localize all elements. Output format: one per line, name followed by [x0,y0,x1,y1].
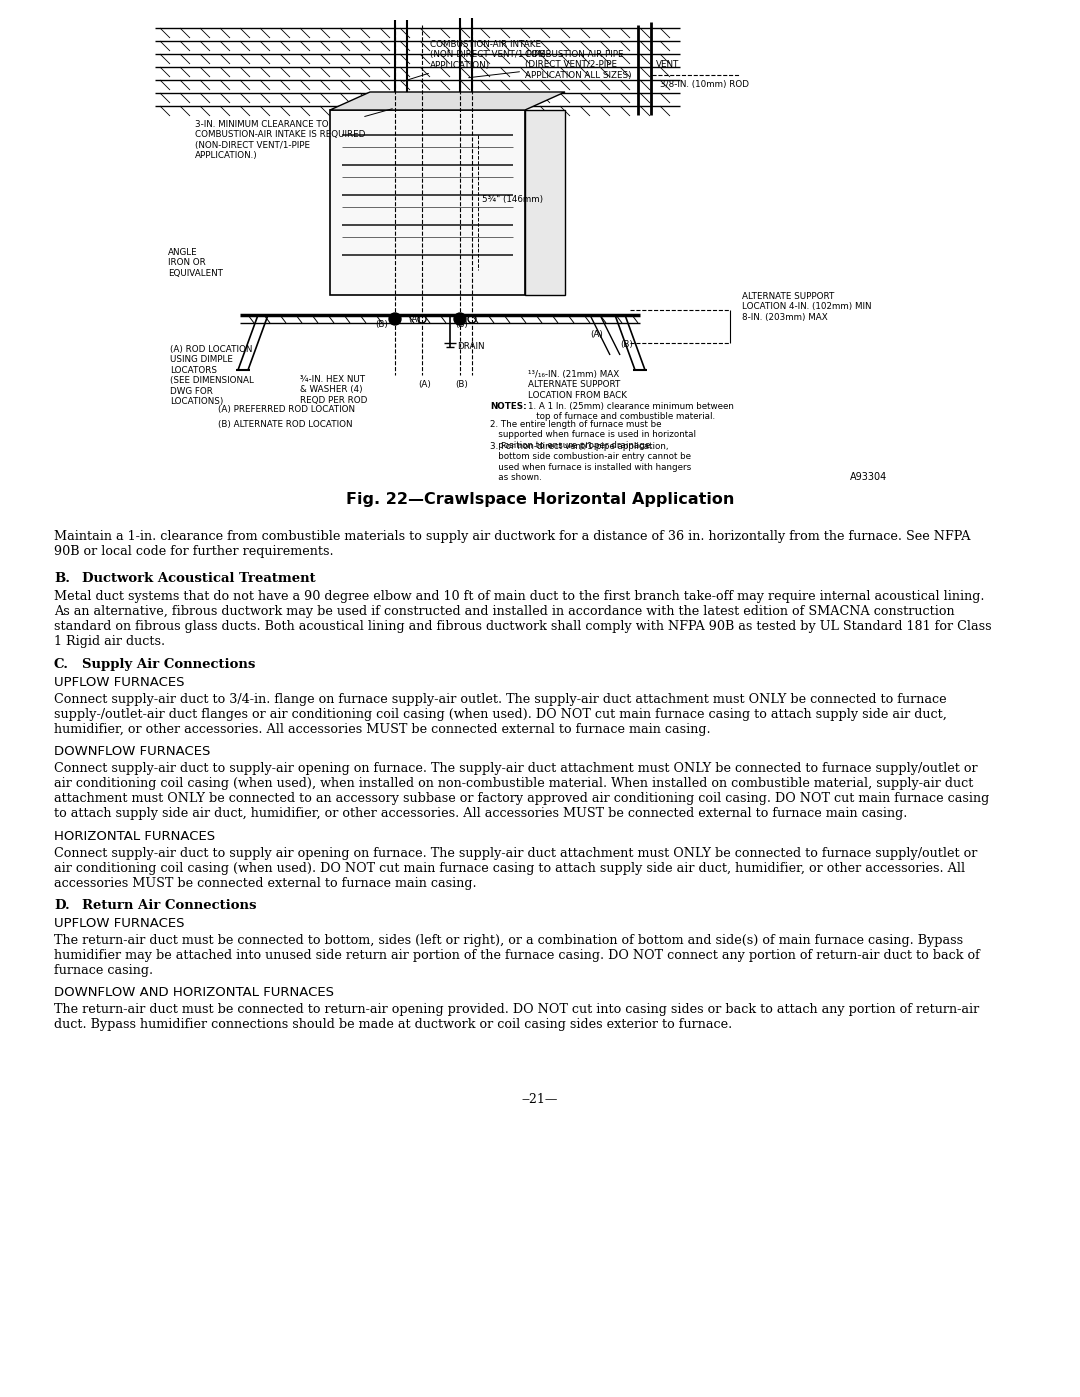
Text: DRAIN: DRAIN [457,342,485,351]
Bar [330,110,525,295]
Text: Ductwork Acoustical Treatment: Ductwork Acoustical Treatment [82,571,315,585]
Text: The return-air duct must be connected to bottom, sides (left or right), or a com: The return-air duct must be connected to… [54,935,980,977]
Polygon shape [330,92,565,110]
Text: ANGLE
IRON OR
EQUIVALENT: ANGLE IRON OR EQUIVALENT [168,249,222,278]
Text: Supply Air Connections: Supply Air Connections [82,658,255,671]
Circle shape [454,313,465,326]
Text: DOWNFLOW AND HORIZONTAL FURNACES: DOWNFLOW AND HORIZONTAL FURNACES [54,986,334,999]
Text: Connect supply-air duct to supply-air opening on furnace. The supply-air duct at: Connect supply-air duct to supply-air op… [54,761,989,820]
Text: Connect supply-air duct to 3/4-in. flange on furnace supply-air outlet. The supp: Connect supply-air duct to 3/4-in. flang… [54,693,947,736]
Text: C.: C. [54,658,69,671]
Text: (B): (B) [455,320,468,330]
Text: HORIZONTAL FURNACES: HORIZONTAL FURNACES [54,830,215,842]
Text: A93304: A93304 [850,472,888,482]
Polygon shape [525,110,565,295]
Text: Return Air Connections: Return Air Connections [82,900,257,912]
Text: COMBUSTION-AIR INTAKE
(NON-DIRECT VENT/1-PIPE
APPLICATION): COMBUSTION-AIR INTAKE (NON-DIRECT VENT/1… [404,41,545,81]
Text: 3. For non-direct vent/1-pipe application,
   bottom side combustion-air entry c: 3. For non-direct vent/1-pipe applicatio… [490,441,691,482]
Text: (A) PREFERRED ROD LOCATION: (A) PREFERRED ROD LOCATION [218,405,355,414]
Text: ALTERNATE SUPPORT
LOCATION 4-IN. (102mm) MIN
8-IN. (203mm) MAX: ALTERNATE SUPPORT LOCATION 4-IN. (102mm)… [742,292,872,321]
Text: Connect supply-air duct to supply air opening on furnace. The supply-air duct at: Connect supply-air duct to supply air op… [54,847,977,890]
Text: NOTES:: NOTES: [490,402,527,411]
Text: 3-IN. MINIMUM CLEARANCE TO
COMBUSTION-AIR INTAKE IS REQUIRED
(NON-DIRECT VENT/1-: 3-IN. MINIMUM CLEARANCE TO COMBUSTION-AI… [195,109,392,161]
Text: UPFLOW FURNACES: UPFLOW FURNACES [54,676,185,689]
Text: B.: B. [54,571,70,585]
Text: ‒21—: ‒21— [522,1092,558,1106]
Text: VENT: VENT [656,60,679,68]
Text: 1. A 1 In. (25mm) clearance minimum between
   top of furnace and combustible ma: 1. A 1 In. (25mm) clearance minimum betw… [528,402,734,422]
Text: COMBUSTION-AIR PIPE
(DIRECT VENT/2-PIPE
APPLICATION ALL SIZES): COMBUSTION-AIR PIPE (DIRECT VENT/2-PIPE … [469,50,632,80]
Text: (B) ALTERNATE ROD LOCATION: (B) ALTERNATE ROD LOCATION [218,420,352,429]
Text: (A): (A) [408,314,421,324]
Text: 2. The entire length of furnace must be
   supported when furnace is used in hor: 2. The entire length of furnace must be … [490,420,696,450]
Text: ¾-IN. HEX NUT
& WASHER (4)
REQD PER ROD: ¾-IN. HEX NUT & WASHER (4) REQD PER ROD [300,374,367,405]
Text: (A): (A) [590,330,603,339]
Text: Metal duct systems that do not have a 90 degree elbow and 10 ft of main duct to : Metal duct systems that do not have a 90… [54,590,991,648]
Text: (A) ROD LOCATION
USING DIMPLE
LOCATORS
(SEE DIMENSIONAL
DWG FOR
LOCATIONS): (A) ROD LOCATION USING DIMPLE LOCATORS (… [170,345,254,407]
Text: 3/8-IN. (10mm) ROD: 3/8-IN. (10mm) ROD [660,80,750,89]
Text: Maintain a 1-in. clearance from combustible materials to supply air ductwork for: Maintain a 1-in. clearance from combusti… [54,529,971,557]
Circle shape [389,313,401,326]
Text: D.: D. [54,900,70,912]
Text: DOWNFLOW FURNACES: DOWNFLOW FURNACES [54,745,211,759]
Text: (B): (B) [620,339,633,349]
Text: Fig. 22—Crawlspace Horizontal Application: Fig. 22—Crawlspace Horizontal Applicatio… [346,492,734,507]
Text: (B): (B) [455,380,468,388]
Text: ¹³/₁₆-IN. (21mm) MAX
ALTERNATE SUPPORT
LOCATION FROM BACK: ¹³/₁₆-IN. (21mm) MAX ALTERNATE SUPPORT L… [528,370,627,400]
Text: 5¾" (146mm): 5¾" (146mm) [482,196,543,204]
Text: (B): (B) [375,320,388,330]
Text: UPFLOW FURNACES: UPFLOW FURNACES [54,916,185,930]
Text: The return-air duct must be connected to return-air opening provided. DO NOT cut: The return-air duct must be connected to… [54,1003,980,1031]
Text: (A): (A) [418,380,431,388]
